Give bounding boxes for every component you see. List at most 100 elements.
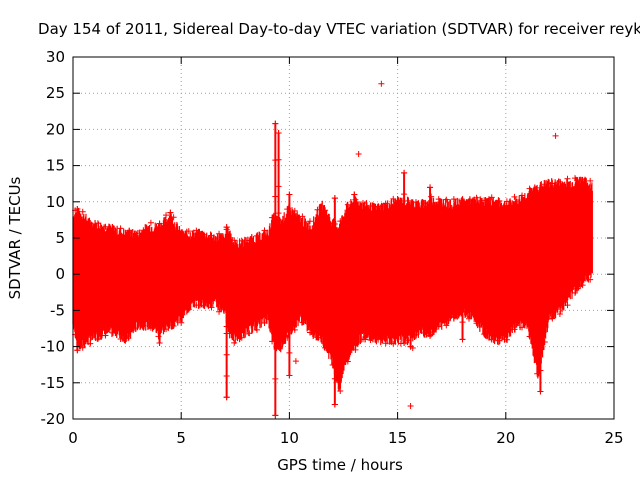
data-point (541, 338, 548, 345)
data-point (503, 198, 510, 205)
y-tick-label: 20 (46, 120, 65, 138)
data-point (459, 198, 466, 205)
data-point (382, 200, 389, 207)
data-point (390, 195, 397, 202)
data-point (165, 316, 172, 323)
data-point (246, 237, 253, 244)
data-point (253, 232, 260, 239)
y-tick-label: 15 (46, 157, 65, 175)
data-point (351, 191, 358, 198)
data-band (72, 176, 593, 392)
y-tick-label: -20 (41, 410, 66, 428)
y-tick-label: 5 (55, 229, 65, 247)
data-point (473, 320, 480, 327)
data-point (549, 180, 556, 187)
data-point (284, 206, 291, 213)
data-spike (126, 227, 133, 332)
data-point (337, 218, 344, 225)
data-point (331, 195, 338, 202)
data-point (193, 302, 200, 309)
data-point (526, 185, 533, 192)
data-point (291, 207, 298, 214)
x-tick-label: 5 (176, 429, 186, 447)
data-point (155, 224, 162, 231)
data-point (178, 319, 185, 326)
data-point (435, 323, 442, 330)
data-point (223, 394, 230, 401)
data-point (351, 329, 358, 336)
data-point (549, 315, 556, 322)
data-point (483, 330, 490, 337)
data-point (102, 223, 109, 230)
data-point (275, 156, 282, 163)
data-point (272, 412, 279, 419)
data-point (378, 80, 385, 87)
data-point (409, 345, 416, 352)
data-point (156, 220, 163, 227)
data-point (156, 339, 163, 346)
data-point (397, 340, 404, 347)
data-point (117, 335, 124, 342)
plot-frame (72, 56, 615, 420)
data-point (331, 375, 338, 382)
data-point (401, 191, 408, 198)
data-point (488, 336, 495, 343)
data-point (427, 332, 434, 339)
data-point (401, 169, 408, 176)
data-point (132, 230, 139, 237)
data-point (537, 220, 544, 227)
data-point (147, 219, 154, 226)
data-point (291, 326, 298, 333)
data-point (299, 319, 306, 326)
data-point (231, 339, 238, 346)
data-point (556, 310, 563, 317)
data-point (443, 322, 450, 329)
data-point (110, 329, 117, 336)
data-point (587, 177, 594, 184)
data-point (261, 319, 268, 326)
data-point (587, 276, 594, 283)
data-outlier (355, 151, 362, 158)
x-tick-label: 0 (68, 429, 78, 447)
data-point (110, 225, 117, 232)
data-point (579, 282, 586, 289)
data-point (405, 197, 412, 204)
data-point (382, 340, 389, 347)
data-point (140, 227, 147, 234)
data-spike (223, 224, 230, 401)
data-point (412, 199, 419, 206)
data-point (272, 375, 279, 382)
data-point (306, 329, 313, 336)
data-point (231, 237, 238, 244)
data-outlier (407, 402, 414, 409)
data-point (556, 178, 563, 185)
data-spike (537, 220, 544, 395)
data-point (428, 331, 435, 338)
data-point (331, 401, 338, 408)
data-point (286, 372, 293, 379)
data-point (261, 227, 268, 234)
data-point (276, 216, 283, 223)
data-point (284, 334, 291, 341)
data-point (246, 330, 253, 337)
data-point (140, 322, 147, 329)
data-point (223, 351, 230, 358)
data-point (200, 302, 207, 309)
data-point (552, 132, 559, 139)
data-point (496, 197, 503, 204)
data-point (125, 335, 132, 342)
data-point (459, 319, 466, 326)
data-point (359, 199, 366, 206)
data-point (79, 208, 86, 215)
data-point (216, 308, 223, 315)
data-point (511, 326, 518, 333)
data-point (466, 315, 473, 322)
data-point (276, 345, 283, 352)
y-tick-label: 10 (46, 193, 65, 211)
data-point (537, 388, 544, 395)
data-point (275, 210, 282, 217)
data-point (427, 184, 434, 191)
data-series (72, 80, 594, 419)
